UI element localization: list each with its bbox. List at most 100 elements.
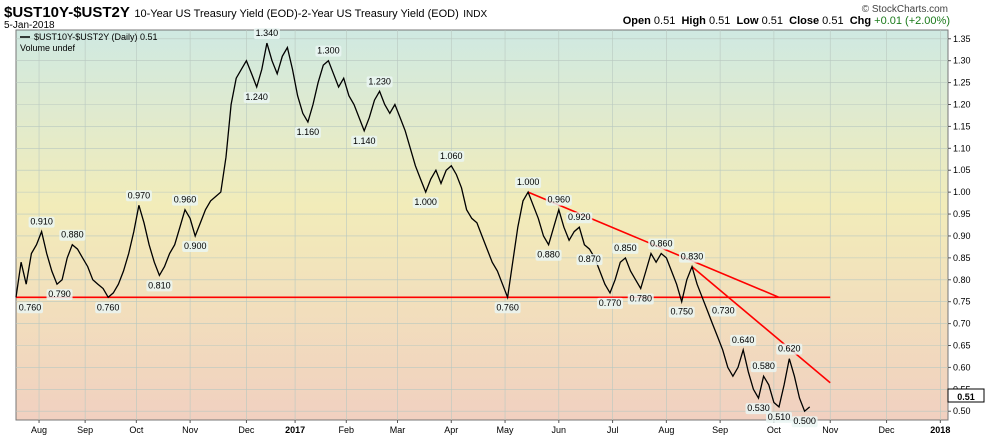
annotation-label: 1.000 — [412, 197, 439, 209]
annotation-text: 1.000 — [414, 197, 437, 207]
annotation-text: 0.910 — [30, 217, 53, 227]
y-tick-label: 0.85 — [953, 253, 971, 263]
annotation-label: 1.140 — [351, 135, 378, 147]
legend-series-label: $UST10Y-$UST2Y (Daily) 0.51 — [34, 32, 158, 42]
annotation-bg — [438, 150, 465, 162]
annotation-bg — [146, 280, 173, 292]
annotation-text: 1.240 — [245, 92, 268, 102]
annotation-text: 1.060 — [440, 151, 463, 161]
annotation-bg — [243, 91, 270, 103]
annotation-label: 1.340 — [253, 28, 280, 40]
x-tick-label: Oct — [767, 425, 782, 435]
annotation-bg — [648, 238, 675, 250]
annotation-text: 0.830 — [681, 252, 704, 262]
x-tick-label: Jun — [552, 425, 567, 435]
annotation-text: 1.230 — [368, 76, 391, 86]
annotation-bg — [710, 305, 737, 317]
series-line — [15, 42, 811, 413]
annotation-label: 0.910 — [28, 216, 55, 228]
annotation-text: 0.870 — [578, 254, 601, 264]
annotation-label: 0.920 — [566, 212, 593, 224]
chart-header: $UST10Y-$UST2Y 10-Year US Treasury Yield… — [4, 4, 487, 22]
annotation-bg — [776, 343, 803, 355]
x-tick-label: Mar — [390, 425, 406, 435]
open-value: 0.51 — [653, 15, 676, 27]
annotation-bg — [597, 297, 624, 309]
annotation-text: 0.640 — [732, 335, 755, 345]
annotation-bg — [95, 302, 122, 314]
annotation-label: 0.510 — [766, 411, 793, 423]
annotation-bg — [28, 216, 55, 228]
annotation-bg — [351, 135, 378, 147]
annotation-bg — [315, 45, 342, 57]
annotation-text: 0.960 — [548, 195, 571, 205]
annotation-label: 0.970 — [125, 190, 152, 202]
x-tick-label: 2018 — [930, 425, 950, 435]
annotation-label: 1.300 — [315, 45, 342, 57]
y-axis: 0.500.550.600.650.700.750.800.850.900.95… — [948, 34, 971, 416]
y-tick-label: 1.10 — [953, 143, 971, 153]
annotation-bg — [745, 403, 772, 415]
annotation-text: 0.730 — [712, 305, 735, 315]
annotation-text: 1.140 — [353, 136, 376, 146]
annotation-bg — [294, 127, 321, 139]
annotation-label: 0.810 — [146, 280, 173, 292]
annotation-text: 1.300 — [317, 46, 340, 56]
annotation-text: 0.920 — [568, 212, 591, 222]
exchange-label: INDX — [463, 9, 488, 20]
annotation-text: 0.960 — [174, 195, 197, 205]
x-tick-label: Jul — [607, 425, 619, 435]
x-tick-label: Sep — [712, 425, 728, 435]
y-tick-label: 1.25 — [953, 78, 971, 88]
x-tick-label: Nov — [822, 425, 839, 435]
x-tick-label: Feb — [339, 425, 355, 435]
annotation-text: 1.340 — [256, 28, 279, 38]
annotation-label: 0.500 — [791, 416, 818, 428]
x-tick-label: Dec — [879, 425, 896, 435]
annotation-bg — [766, 411, 793, 423]
annotation-label: 0.880 — [59, 229, 86, 241]
annotation-label: 0.760 — [95, 302, 122, 314]
annotation-label: 0.780 — [627, 293, 654, 305]
annotation-text: 0.780 — [629, 294, 652, 304]
annotation-text: 0.770 — [599, 298, 622, 308]
annotation-text: 0.760 — [19, 302, 42, 312]
annotation-text: 1.160 — [297, 127, 320, 137]
last-value-label: 0.51 — [957, 392, 975, 402]
annotation-text: 0.900 — [184, 241, 207, 251]
y-tick-label: 0.75 — [953, 297, 971, 307]
annotation-label: 0.960 — [545, 194, 572, 206]
annotation-bg — [545, 194, 572, 206]
annotation-label: 0.770 — [597, 297, 624, 309]
y-tick-label: 1.15 — [953, 121, 971, 131]
annotation-text: 0.530 — [747, 403, 770, 413]
x-tick-label: Nov — [182, 425, 199, 435]
chart-symbol: $UST10Y-$UST2Y — [4, 4, 130, 21]
low-label: Low — [736, 15, 759, 27]
y-tick-label: 0.90 — [953, 231, 971, 241]
annotation-label: 0.640 — [730, 334, 757, 346]
annotation-label: 0.620 — [776, 343, 803, 355]
annotation-label: 0.750 — [668, 306, 695, 318]
annotation-bg — [612, 242, 639, 254]
annotation-label: 1.240 — [243, 91, 270, 103]
annotation-bg — [494, 302, 521, 314]
plot-area — [15, 29, 949, 421]
y-tick-label: 0.60 — [953, 362, 971, 372]
annotation-bg — [366, 76, 393, 88]
annotation-bg — [535, 249, 562, 261]
annotation-bg — [515, 177, 542, 189]
annotation-bg — [412, 197, 439, 209]
credit-label: © StockCharts.com — [861, 4, 948, 15]
high-label: High — [681, 15, 706, 27]
annotation-bg — [182, 240, 209, 252]
legend: $UST10Y-$UST2Y (Daily) 0.51 Volume undef — [20, 32, 158, 53]
annotation-bg — [750, 361, 777, 373]
annotation-text: 0.620 — [778, 344, 801, 354]
y-tick-label: 0.70 — [953, 319, 971, 329]
annotation-label: 1.000 — [515, 177, 542, 189]
annotation-text: 0.760 — [496, 302, 519, 312]
chg-label: Chg — [849, 15, 872, 27]
y-tick-label: 0.80 — [953, 275, 971, 285]
